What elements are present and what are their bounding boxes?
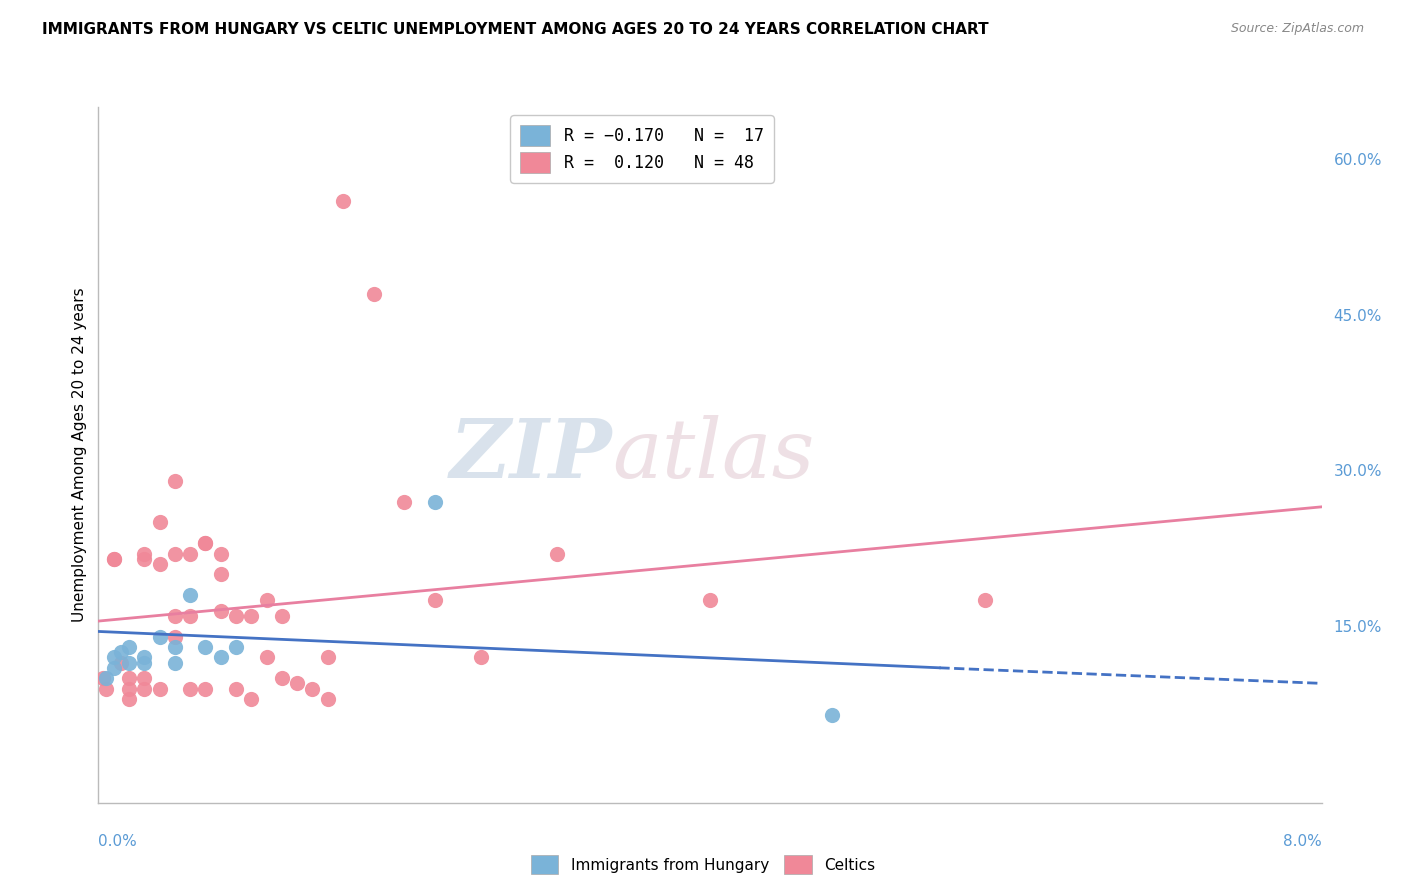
Point [179, 608, 201, 623]
Point [118, 692, 141, 706]
Text: 8.0%: 8.0% [1282, 834, 1322, 849]
Point [134, 681, 156, 696]
Point [179, 547, 201, 561]
Point [118, 640, 141, 654]
Point [225, 640, 247, 654]
Point [423, 593, 446, 607]
Point [163, 640, 186, 654]
Point [546, 547, 568, 561]
Point [163, 630, 186, 644]
Point [256, 650, 278, 665]
Point [134, 551, 156, 566]
Legend: R = −0.170   N =  17, R =  0.120   N = 48: R = −0.170 N = 17, R = 0.120 N = 48 [510, 115, 773, 183]
Point [179, 588, 201, 602]
Point [163, 656, 186, 670]
Point [316, 650, 339, 665]
Point [332, 194, 354, 208]
Point [974, 593, 997, 607]
Point [163, 547, 186, 561]
Point [118, 656, 141, 670]
Point [194, 536, 217, 550]
Text: 0.0%: 0.0% [98, 834, 138, 849]
Point [149, 557, 172, 571]
Point [163, 608, 186, 623]
Point [363, 287, 385, 301]
Point [240, 692, 263, 706]
Text: Source: ZipAtlas.com: Source: ZipAtlas.com [1230, 22, 1364, 36]
Point [110, 656, 132, 670]
Point [149, 516, 172, 530]
Point [149, 681, 172, 696]
Text: atlas: atlas [612, 415, 814, 495]
Point [194, 681, 217, 696]
Point [163, 474, 186, 488]
Point [103, 661, 125, 675]
Text: IMMIGRANTS FROM HUNGARY VS CELTIC UNEMPLOYMENT AMONG AGES 20 TO 24 YEARS CORRELA: IMMIGRANTS FROM HUNGARY VS CELTIC UNEMPL… [42, 22, 988, 37]
Point [134, 650, 156, 665]
Legend: Immigrants from Hungary, Celtics: Immigrants from Hungary, Celtics [524, 849, 882, 880]
Point [209, 547, 232, 561]
Point [94, 671, 117, 685]
Point [194, 536, 217, 550]
Point [103, 650, 125, 665]
Point [103, 551, 125, 566]
Point [209, 567, 232, 582]
Y-axis label: Unemployment Among Ages 20 to 24 years: Unemployment Among Ages 20 to 24 years [72, 287, 87, 623]
Point [103, 551, 125, 566]
Point [240, 608, 263, 623]
Point [209, 650, 232, 665]
Point [270, 608, 294, 623]
Point [699, 593, 721, 607]
Point [270, 671, 294, 685]
Point [316, 692, 339, 706]
Point [225, 608, 247, 623]
Point [134, 671, 156, 685]
Point [94, 681, 117, 696]
Point [225, 681, 247, 696]
Point [179, 681, 201, 696]
Point [285, 676, 308, 690]
Point [301, 681, 323, 696]
Point [118, 671, 141, 685]
Point [110, 645, 132, 659]
Point [134, 656, 156, 670]
Point [392, 494, 416, 508]
Point [821, 707, 844, 722]
Point [470, 650, 492, 665]
Point [118, 681, 141, 696]
Point [134, 547, 156, 561]
Point [149, 630, 172, 644]
Point [194, 640, 217, 654]
Point [256, 593, 278, 607]
Point [423, 494, 446, 508]
Point [91, 671, 114, 685]
Point [209, 604, 232, 618]
Text: ZIP: ZIP [450, 415, 612, 495]
